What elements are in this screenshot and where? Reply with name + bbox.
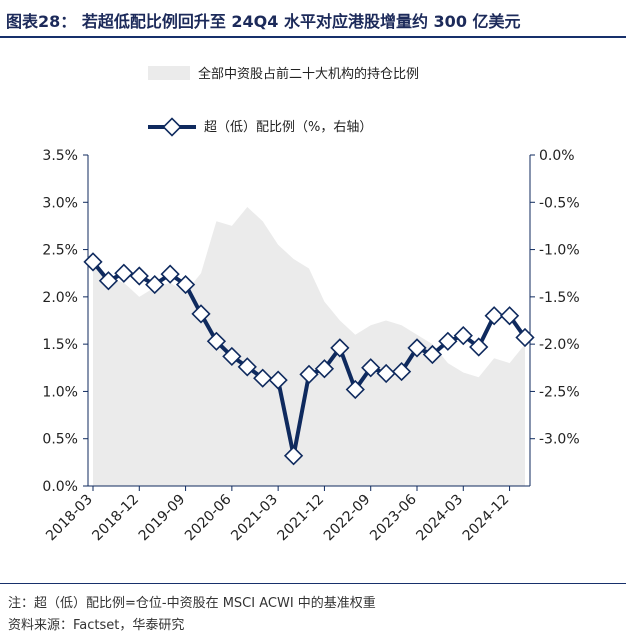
right-tick-label: 0.0% — [539, 148, 575, 164]
line-point — [222, 346, 242, 367]
line-point — [469, 337, 489, 357]
line-point — [453, 326, 473, 346]
left-tick-label: 2.5% — [42, 243, 78, 259]
left-tick-label: 3.0% — [42, 195, 78, 211]
line-point — [175, 274, 196, 295]
line-point — [515, 327, 535, 348]
left-tick-label: 1.0% — [42, 384, 78, 400]
left-tick-label: 0.5% — [42, 432, 78, 448]
line-point — [83, 252, 103, 272]
line-point — [391, 361, 412, 382]
right-tick-label: -0.5% — [539, 195, 580, 211]
line-point — [438, 331, 458, 351]
legend: 全部中资股占前二十大机构的持仓比例 超（低）配比例（%，右轴） — [148, 66, 419, 137]
area-series — [93, 207, 525, 486]
line-point — [253, 368, 273, 388]
line-point — [98, 271, 119, 291]
x-tick-label: 2020-06 — [182, 491, 235, 544]
x-tick-label: 2023-06 — [367, 491, 420, 544]
line-point — [422, 344, 443, 365]
legend-line-marker — [162, 117, 182, 137]
chart-source: 资料来源：Factset，华泰研究 — [8, 618, 185, 633]
x-tick-label: 2018-12 — [89, 492, 142, 545]
line-point — [114, 263, 134, 283]
left-tick-label: 0.0% — [42, 479, 78, 495]
line-point — [407, 338, 427, 358]
line-point — [484, 306, 504, 326]
x-tick-label: 2024-12 — [460, 492, 513, 545]
right-tick-label: -1.5% — [539, 290, 580, 306]
x-tick-label: 2022-09 — [321, 492, 374, 545]
x-tick-label: 2021-12 — [275, 492, 328, 545]
plot-area: 0.0% 0.5% 1.0% 1.5% 2.0% 2.5% 3.0% 3.5% -3.0% -2.… — [42, 148, 579, 544]
x-tick-label: 2019-09 — [136, 492, 189, 545]
x-tick-label: 2018-03 — [43, 492, 96, 545]
right-tick-label: -2.0% — [539, 337, 580, 353]
line-point — [314, 359, 335, 379]
chart: 全部中资股占前二十大机构的持仓比例 超（低）配比例（%，右轴） 0.0% 0.5%… — [42, 66, 580, 544]
line-point — [499, 306, 520, 326]
figure-title: 图表28： 若超低配比例回升至 24Q4 水平对应港股增量约 300 亿美元 — [6, 12, 521, 31]
line-point — [299, 364, 319, 385]
footer-rule — [0, 583, 626, 584]
legend-line-label: 超（低）配比例（%，右轴） — [204, 120, 372, 135]
right-tick-label: -3.0% — [539, 432, 580, 448]
title-rule — [0, 36, 626, 38]
line-point — [129, 266, 149, 286]
line-point — [191, 304, 211, 324]
line-point — [330, 338, 350, 358]
left-tick-label: 2.0% — [42, 290, 78, 306]
line-point — [376, 363, 396, 384]
left-tick-label: 1.5% — [42, 337, 78, 353]
line-point — [160, 264, 180, 284]
x-tick-label: 2024-03 — [413, 492, 466, 545]
line-point — [345, 379, 365, 400]
left-tick-label: 3.5% — [42, 148, 78, 164]
right-tick-label: -2.5% — [539, 384, 580, 400]
line-point — [206, 331, 227, 351]
right-tick-label: -1.0% — [539, 243, 580, 259]
chart-note: 注：超（低）配比例=仓位-中资股在 MSCI ACWI 中的基准权重 — [8, 596, 376, 611]
line-point — [237, 357, 257, 377]
legend-area-label: 全部中资股占前二十大机构的持仓比例 — [198, 66, 419, 82]
x-tick-label: 2021-03 — [228, 492, 281, 545]
line-point — [145, 274, 165, 295]
line-point — [361, 358, 381, 378]
line-point — [268, 370, 288, 390]
line-point — [283, 446, 304, 466]
legend-area-swatch — [148, 66, 190, 80]
